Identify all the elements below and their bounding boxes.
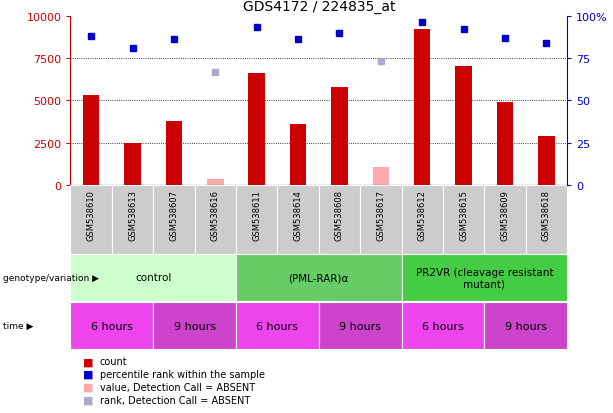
Bar: [112, 186, 153, 254]
Bar: [290, 125, 306, 186]
Bar: [331, 88, 348, 186]
Text: genotype/variation ▶: genotype/variation ▶: [3, 273, 99, 282]
Text: percentile rank within the sample: percentile rank within the sample: [100, 369, 265, 379]
Text: ■: ■: [83, 369, 93, 379]
Text: time ▶: time ▶: [3, 321, 34, 330]
Text: ■: ■: [83, 395, 93, 405]
Text: 6 hours: 6 hours: [256, 321, 299, 331]
Bar: [153, 303, 236, 349]
Text: 6 hours: 6 hours: [91, 321, 133, 331]
Bar: [207, 179, 224, 186]
Bar: [166, 121, 182, 186]
Bar: [484, 186, 526, 254]
Bar: [414, 30, 430, 186]
Bar: [248, 74, 265, 186]
Text: (PML-RAR)α: (PML-RAR)α: [289, 273, 349, 283]
Text: GSM538612: GSM538612: [417, 189, 427, 240]
Text: 9 hours: 9 hours: [173, 321, 216, 331]
Bar: [277, 186, 319, 254]
Bar: [402, 303, 484, 349]
Bar: [236, 254, 402, 301]
Bar: [538, 137, 555, 186]
Text: ■: ■: [83, 356, 93, 366]
Text: GSM538607: GSM538607: [169, 189, 178, 240]
Text: GSM538613: GSM538613: [128, 189, 137, 240]
Text: GSM538611: GSM538611: [252, 189, 261, 240]
Bar: [195, 186, 236, 254]
Text: GSM538608: GSM538608: [335, 189, 344, 240]
Text: PR2VR (cleavage resistant
mutant): PR2VR (cleavage resistant mutant): [416, 267, 553, 289]
Text: GSM538614: GSM538614: [294, 189, 303, 240]
Text: 9 hours: 9 hours: [504, 321, 547, 331]
Bar: [83, 96, 99, 186]
Bar: [484, 303, 567, 349]
Text: GSM538618: GSM538618: [542, 189, 551, 240]
Bar: [236, 186, 277, 254]
Bar: [526, 186, 567, 254]
Bar: [455, 67, 472, 186]
Bar: [153, 186, 195, 254]
Bar: [124, 143, 141, 186]
Text: 9 hours: 9 hours: [339, 321, 381, 331]
Text: control: control: [135, 273, 172, 283]
Bar: [443, 186, 484, 254]
Bar: [70, 186, 112, 254]
Text: ■: ■: [83, 382, 93, 392]
Text: GSM538609: GSM538609: [500, 189, 509, 240]
Title: GDS4172 / 224835_at: GDS4172 / 224835_at: [243, 0, 395, 14]
Text: GSM538616: GSM538616: [211, 189, 220, 240]
Text: value, Detection Call = ABSENT: value, Detection Call = ABSENT: [100, 382, 255, 392]
Text: GSM538610: GSM538610: [86, 189, 96, 240]
Bar: [70, 303, 153, 349]
Bar: [236, 303, 319, 349]
Bar: [70, 254, 236, 301]
Bar: [360, 186, 402, 254]
Bar: [319, 186, 360, 254]
Bar: [319, 303, 402, 349]
Bar: [402, 186, 443, 254]
Text: GSM538617: GSM538617: [376, 189, 386, 240]
Text: count: count: [100, 356, 128, 366]
Text: 6 hours: 6 hours: [422, 321, 464, 331]
Bar: [497, 103, 513, 186]
Text: GSM538615: GSM538615: [459, 189, 468, 240]
Bar: [373, 167, 389, 186]
Text: rank, Detection Call = ABSENT: rank, Detection Call = ABSENT: [100, 395, 250, 405]
Bar: [402, 254, 567, 301]
